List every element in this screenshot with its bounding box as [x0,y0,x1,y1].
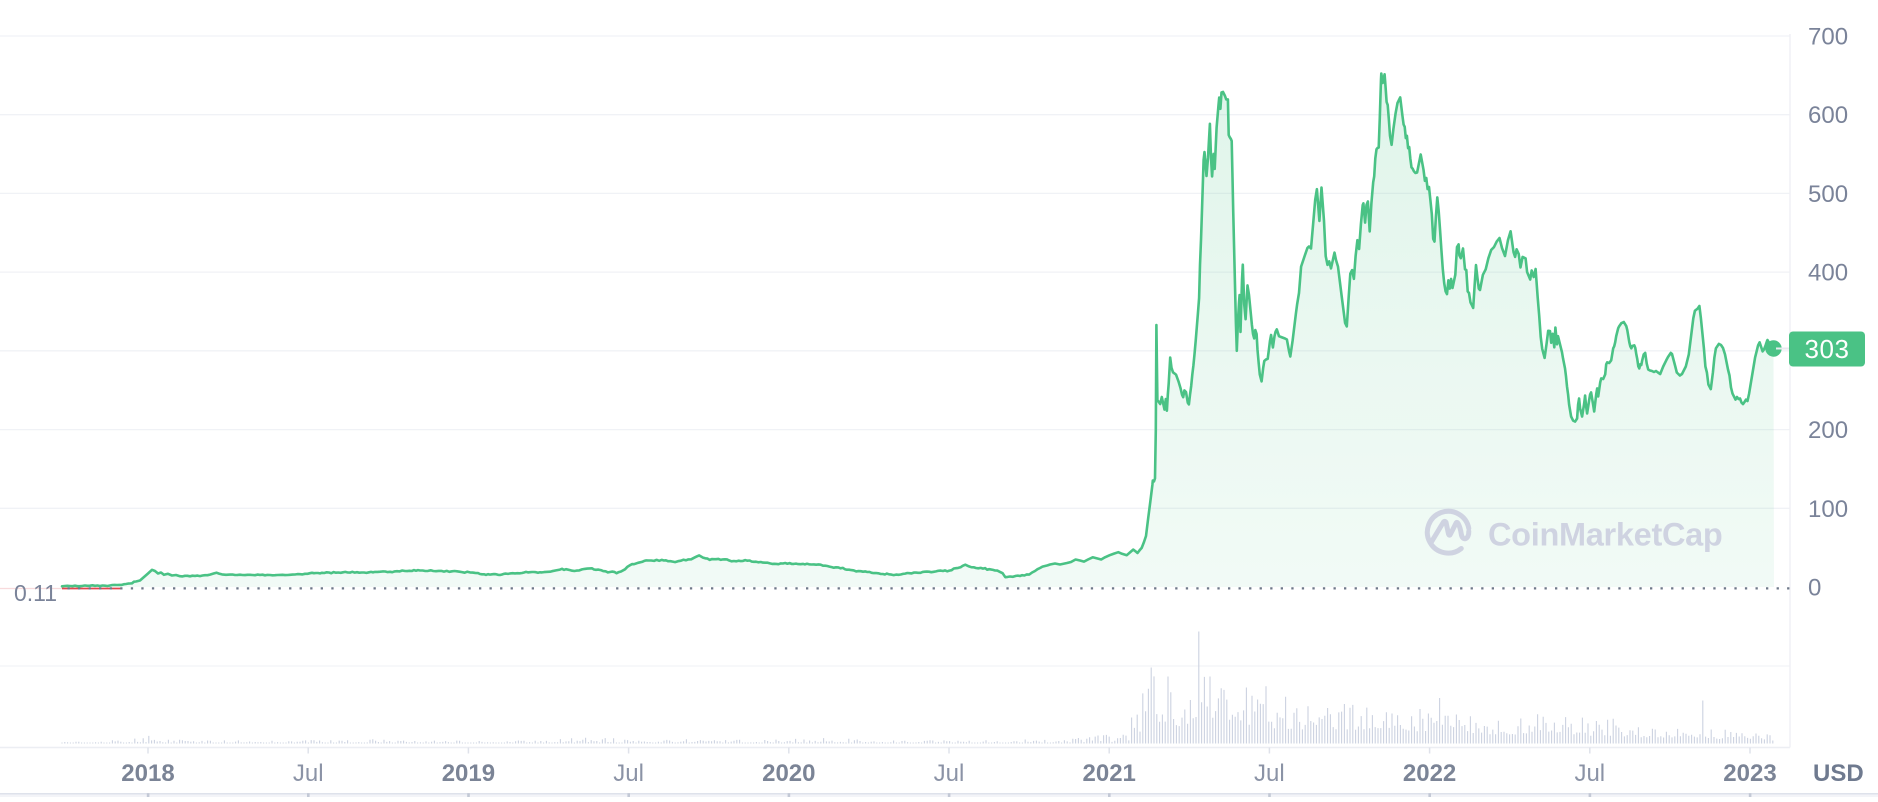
svg-text:2021: 2021 [1083,760,1136,787]
svg-text:600: 600 [1808,102,1848,129]
svg-text:200: 200 [1808,417,1848,444]
svg-text:Jul: Jul [934,760,965,787]
svg-text:CoinMarketCap: CoinMarketCap [1488,517,1722,553]
svg-text:2022: 2022 [1403,760,1456,787]
svg-text:Jul: Jul [1574,760,1605,787]
svg-text:0.11: 0.11 [14,580,57,606]
svg-text:USD: USD [1813,760,1864,787]
svg-text:Jul: Jul [613,760,644,787]
svg-text:700: 700 [1808,24,1848,51]
svg-text:100: 100 [1808,496,1848,523]
svg-text:Jul: Jul [1254,760,1285,787]
svg-text:400: 400 [1808,260,1848,287]
svg-text:500: 500 [1808,181,1848,208]
svg-text:2019: 2019 [442,760,495,787]
svg-text:2018: 2018 [121,760,174,787]
svg-text:2020: 2020 [762,760,815,787]
svg-text:2023: 2023 [1723,760,1776,787]
svg-text:Jul: Jul [293,760,324,787]
svg-text:0: 0 [1808,575,1821,602]
svg-text:303: 303 [1805,334,1850,364]
